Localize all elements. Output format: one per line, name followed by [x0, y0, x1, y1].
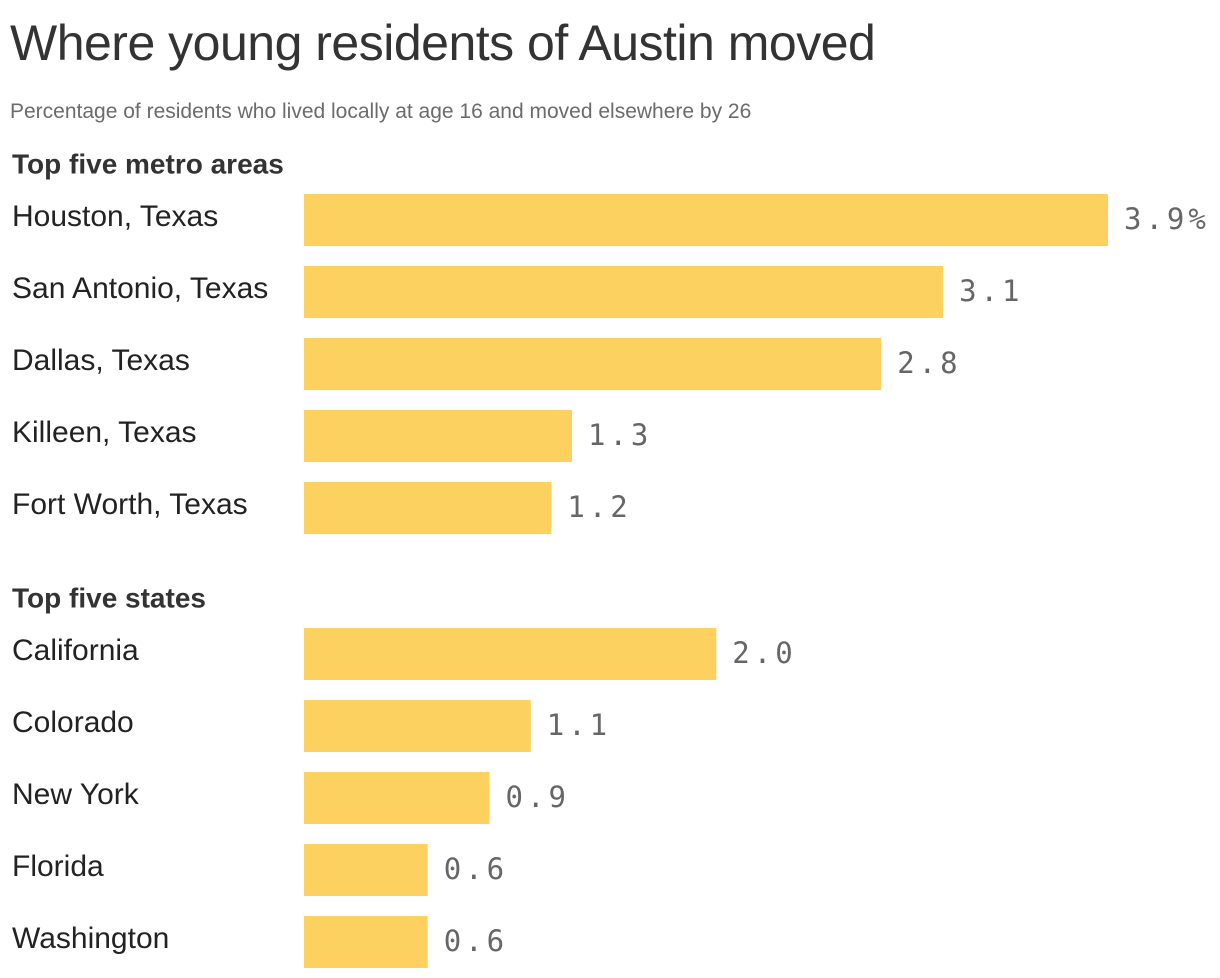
bar: [304, 410, 572, 462]
category-label: California: [12, 634, 139, 667]
chart-subtitle: Percentage of residents who lived locall…: [10, 100, 752, 123]
value-label: 0.6: [444, 924, 508, 958]
value-label: 1.1: [547, 708, 611, 742]
value-label: 2.0: [732, 636, 796, 670]
category-label: Fort Worth, Texas: [12, 488, 248, 521]
chart-title: Where young residents of Austin moved: [10, 15, 876, 71]
bar: [304, 266, 944, 318]
category-label: Dallas, Texas: [12, 344, 190, 377]
value-label: 3.1: [959, 274, 1023, 308]
value-label: 0.6: [444, 852, 508, 886]
bar: [304, 700, 531, 752]
bar: [304, 916, 428, 968]
category-label: Washington: [12, 922, 169, 955]
bar: [304, 772, 490, 824]
value-label: 1.3: [588, 418, 652, 452]
category-label: Colorado: [12, 706, 134, 739]
category-label: Killeen, Texas: [12, 416, 197, 449]
category-label: Houston, Texas: [12, 200, 218, 233]
bar: [304, 338, 882, 390]
value-label: 2.8: [897, 346, 961, 380]
category-label: New York: [12, 778, 140, 811]
category-label: San Antonio, Texas: [12, 272, 268, 305]
value-label: 0.9: [506, 780, 570, 814]
bar: [304, 194, 1108, 246]
category-label: Florida: [12, 850, 104, 883]
group-title: Top five states: [12, 582, 206, 613]
bar: [304, 482, 552, 534]
bar: [304, 844, 428, 896]
group-title: Top five metro areas: [12, 148, 284, 179]
value-label: 3.9%: [1124, 202, 1210, 236]
bar: [304, 628, 717, 680]
value-label: 1.2: [567, 490, 631, 524]
